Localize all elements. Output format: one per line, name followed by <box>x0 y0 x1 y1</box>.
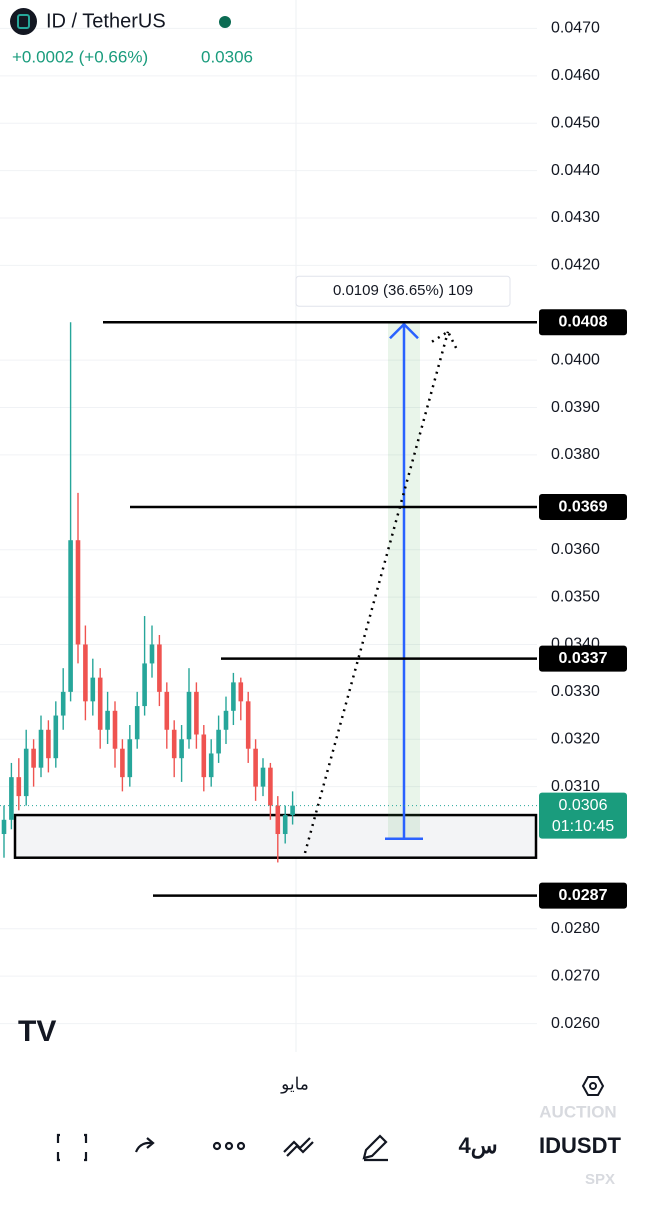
grid <box>0 27 537 1025</box>
level-label-box <box>539 494 627 521</box>
bottom-edge <box>0 1190 646 1200</box>
candle-body <box>53 715 59 759</box>
last-price-label: 0.0306 <box>559 797 608 814</box>
candle-body <box>201 734 207 778</box>
candle-body <box>1 819 7 835</box>
candle-body <box>105 710 110 730</box>
interval[interactable]: 4س <box>458 1133 497 1159</box>
candle-body <box>231 682 236 711</box>
candle-body <box>97 677 103 730</box>
candle-body <box>194 691 199 735</box>
symbol-icon-mark <box>17 14 30 29</box>
candle-body <box>31 748 36 768</box>
candle-body <box>16 777 22 797</box>
y-tick-label: 0.0320 <box>551 730 600 747</box>
y-tick-label: 0.0440 <box>551 162 600 179</box>
candle-body <box>164 691 170 730</box>
candle-body <box>268 767 273 806</box>
change: +0.0002 (+0.66%) <box>12 47 148 66</box>
candle-body <box>23 748 29 797</box>
symbol-icon <box>10 8 37 35</box>
y-tick-label: 0.0390 <box>551 399 600 416</box>
candle-body <box>38 729 44 768</box>
measure-head <box>389 322 419 340</box>
y-tick-label: 0.0470 <box>551 20 600 37</box>
y-tick-label: 0.0400 <box>551 351 600 368</box>
y-tick-label: 0.0350 <box>551 588 600 605</box>
toolbar-symbol[interactable]: IDUSDT <box>539 1133 621 1158</box>
candle-body <box>83 644 88 702</box>
toolbar <box>56 1133 388 1162</box>
price: 0.0306 <box>201 47 253 66</box>
symbol-title: ID / TetherUS <box>46 10 166 32</box>
candle-body <box>134 706 140 740</box>
level-label-box <box>539 645 627 672</box>
settings-icon[interactable] <box>581 1076 605 1096</box>
x-tick-label: مايو <box>280 1074 309 1094</box>
candle-body <box>120 748 125 778</box>
y-tick-label: 0.0280 <box>551 920 600 937</box>
status-dot <box>219 16 231 28</box>
tv-logo: TV <box>18 1015 56 1048</box>
candle-body <box>186 691 192 740</box>
y-tick-label: 0.0270 <box>551 967 600 984</box>
candle-body <box>127 739 133 778</box>
candle-body <box>9 777 14 820</box>
measure-label: 0.0109 (36.65%) 109 <box>333 282 473 299</box>
y-tick-label: 0.0380 <box>551 446 600 463</box>
candle-body <box>223 710 229 730</box>
more-icon[interactable] <box>212 1141 246 1151</box>
candle-body <box>142 663 147 707</box>
candle-body <box>149 644 155 664</box>
y-tick-label: 0.0450 <box>551 114 600 131</box>
fullscreen-icon[interactable] <box>56 1133 88 1162</box>
candle-body <box>112 710 118 749</box>
candle-body <box>90 677 96 702</box>
level-label: 0.0369 <box>559 498 608 515</box>
candle-body <box>260 767 266 787</box>
candle-body <box>60 691 66 716</box>
candle-body <box>282 815 288 835</box>
y-tick-label: 0.0430 <box>551 209 600 226</box>
level-label: 0.0337 <box>559 650 608 667</box>
plot: 0.0109 (36.65%) 109 <box>0 275 538 897</box>
candle-body <box>179 739 184 759</box>
index-hint: SPX <box>585 1171 615 1188</box>
candle-body <box>46 729 51 759</box>
candle-body <box>216 729 221 754</box>
countdown: 01:10:45 <box>552 818 614 835</box>
candle-body <box>75 540 81 645</box>
draw-icon[interactable] <box>362 1134 388 1162</box>
candle-body <box>68 540 73 692</box>
candle-body <box>253 748 258 787</box>
y-tick-label: 0.0330 <box>551 683 600 700</box>
candle-body <box>208 753 214 778</box>
level-label: 0.0287 <box>559 887 608 904</box>
level-label-box <box>539 309 627 336</box>
share-icon[interactable] <box>134 1137 155 1153</box>
candle-body <box>290 805 295 816</box>
y-tick-label: 0.0310 <box>551 778 600 795</box>
y-tick-label: 0.0260 <box>551 1015 600 1032</box>
candle-body <box>245 701 251 749</box>
exchange-hint: AUCTION <box>539 1102 616 1121</box>
last-price-box <box>539 792 627 839</box>
y-tick-label: 0.0460 <box>551 67 600 84</box>
measure-label-box <box>295 275 511 307</box>
candle-body <box>171 729 177 759</box>
candle-body <box>238 682 244 702</box>
indicators-icon[interactable] <box>283 1137 314 1157</box>
y-tick-label: 0.0360 <box>551 541 600 558</box>
candle-body <box>275 805 281 835</box>
level-label-box <box>539 882 627 909</box>
candle-body <box>157 644 162 692</box>
level-label: 0.0408 <box>559 313 608 330</box>
y-tick-label: 0.0420 <box>551 257 600 274</box>
